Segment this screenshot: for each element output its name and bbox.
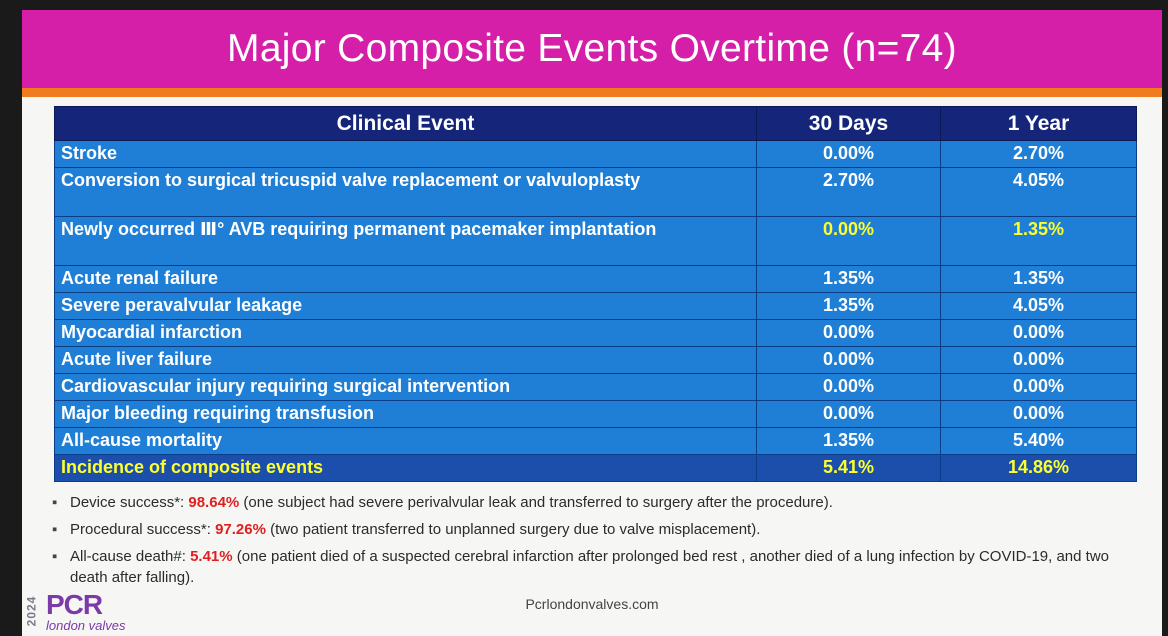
table-row: Major bleeding requiring transfusion 0.0… (54, 400, 1137, 428)
bullet-icon: ▪ (52, 521, 58, 538)
table-row: Severe peravalvular leakage 1.35% 4.05% (54, 292, 1137, 320)
value-1-year: 1.35% (940, 265, 1137, 293)
note-value: 97.26% (215, 521, 266, 538)
value-30-days: 0.00% (756, 319, 941, 347)
event-cell: Stroke (54, 140, 757, 168)
value-30-days: 1.35% (756, 292, 941, 320)
event-cell: Severe peravalvular leakage (54, 292, 757, 320)
value-1-year: 4.05% (940, 292, 1137, 320)
value-30-days: 1.35% (756, 427, 941, 455)
bullet-icon: ▪ (52, 494, 58, 511)
table-row: All-cause mortality 1.35% 5.40% (54, 427, 1137, 455)
slide-title: Major Composite Events Overtime (n=74) (22, 10, 1162, 88)
value-30-days: 0.00% (756, 140, 941, 168)
header-1-year: 1 Year (940, 106, 1137, 141)
value-1-year: 5.40% (940, 427, 1137, 455)
note-text: (one subject had severe perivalvular lea… (239, 494, 833, 511)
note-text: (two patient transferred to unplanned su… (265, 521, 761, 538)
header-clinical-event: Clinical Event (54, 106, 757, 141)
logo-brand: PCR (46, 589, 103, 620)
footnote-procedural-success: ▪ Procedural success*: 97.26% (two patie… (52, 519, 1142, 540)
event-cell: All-cause mortality (54, 427, 757, 455)
table-row: Newly occurred Ⅲ° AVB requiring permanen… (54, 216, 1137, 266)
table-row: Cardiovascular injury requiring surgical… (54, 373, 1137, 401)
table-row: Acute liver failure 0.00% 0.00% (54, 346, 1137, 374)
value-30-days: 0.00% (756, 216, 941, 266)
composite-events-table: Clinical Event 30 Days 1 Year Stroke 0.0… (54, 106, 1137, 482)
value-1-year: 14.86% (940, 454, 1137, 482)
value-30-days: 5.41% (756, 454, 941, 482)
event-cell: Cardiovascular injury requiring surgical… (54, 373, 757, 401)
value-1-year: 0.00% (940, 373, 1137, 401)
event-cell: Conversion to surgical tricuspid valve r… (54, 167, 757, 217)
slide: Major Composite Events Overtime (n=74) C… (22, 10, 1162, 636)
table-row: Conversion to surgical tricuspid valve r… (54, 167, 1137, 217)
value-1-year: 0.00% (940, 400, 1137, 428)
event-cell: Acute renal failure (54, 265, 757, 293)
logo-year: 2024 (24, 595, 39, 627)
value-1-year: 1.35% (940, 216, 1137, 266)
note-label: Procedural success*: (70, 521, 216, 538)
pcr-logo: 2024 PCR london valves (24, 589, 170, 636)
value-30-days: 1.35% (756, 265, 941, 293)
value-30-days: 0.00% (756, 346, 941, 374)
logo-subtitle: london valves (46, 618, 126, 633)
event-cell: Myocardial infarction (54, 319, 757, 347)
composite-total-row: Incidence of composite events 5.41% 14.8… (54, 454, 1137, 482)
event-cell: Incidence of composite events (54, 454, 757, 482)
value-1-year: 0.00% (940, 319, 1137, 347)
note-label: All-cause death#: (70, 548, 191, 565)
value-1-year: 0.00% (940, 346, 1137, 374)
bullet-icon: ▪ (52, 548, 58, 565)
value-30-days: 0.00% (756, 400, 941, 428)
event-cell: Major bleeding requiring transfusion (54, 400, 757, 428)
value-1-year: 4.05% (940, 167, 1137, 217)
table-row: Stroke 0.00% 2.70% (54, 140, 1137, 168)
logo-year-strip: 2024 (24, 590, 42, 634)
event-cell: Newly occurred Ⅲ° AVB requiring permanen… (54, 216, 757, 266)
value-1-year: 2.70% (940, 140, 1137, 168)
footnote-all-cause-death: ▪ All-cause death#: 5.41% (one patient d… (52, 546, 1142, 588)
value-30-days: 0.00% (756, 373, 941, 401)
accent-divider (22, 88, 1162, 97)
table-header-row: Clinical Event 30 Days 1 Year (54, 106, 1137, 141)
table-row: Myocardial infarction 0.00% 0.00% (54, 319, 1137, 347)
footnote-device-success: ▪ Device success*: 98.64% (one subject h… (52, 492, 1142, 513)
event-cell: Acute liver failure (54, 346, 757, 374)
value-30-days: 2.70% (756, 167, 941, 217)
header-30-days: 30 Days (756, 106, 941, 141)
footnote-list: ▪ Device success*: 98.64% (one subject h… (52, 492, 1142, 594)
note-text: (one patient died of a suspected cerebra… (70, 548, 1109, 586)
note-label: Device success*: (70, 494, 189, 511)
table-row: Acute renal failure 1.35% 1.35% (54, 265, 1137, 293)
note-value: 98.64% (188, 494, 240, 511)
note-value: 5.41% (190, 548, 233, 565)
footer-url: Pcrlondonvalves.com (525, 596, 659, 612)
